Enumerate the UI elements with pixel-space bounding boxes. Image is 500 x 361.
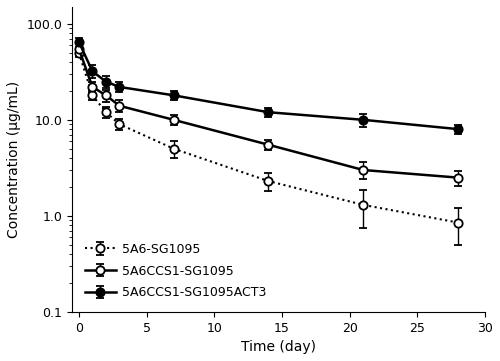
Y-axis label: Concentration (μg/mL): Concentration (μg/mL) bbox=[7, 81, 21, 238]
X-axis label: Time (day): Time (day) bbox=[241, 340, 316, 354]
Legend: 5A6-SG1095, 5A6CCS1-SG1095, 5A6CCS1-SG1095ACT3: 5A6-SG1095, 5A6CCS1-SG1095, 5A6CCS1-SG10… bbox=[78, 236, 272, 305]
